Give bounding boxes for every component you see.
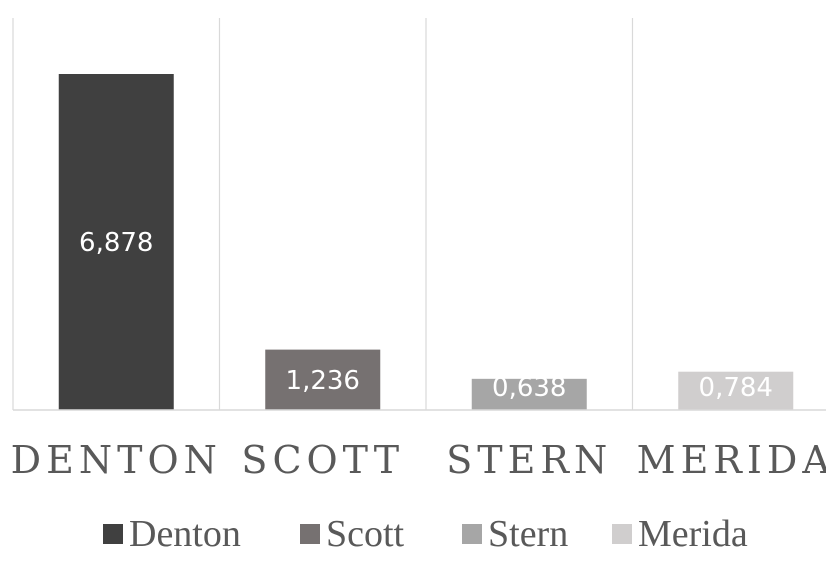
- legend-item-stern: Stern: [462, 513, 568, 555]
- category-label-stern: STERN: [446, 438, 612, 482]
- legend-swatch-scott: [300, 524, 320, 544]
- legend-label-denton: Denton: [129, 513, 241, 555]
- legend-item-scott: Scott: [300, 513, 405, 555]
- category-label-denton: DENTON: [11, 438, 222, 482]
- legend-item-denton: Denton: [103, 513, 241, 555]
- category-label-merida: MERIDA: [637, 438, 826, 482]
- legend-label-scott: Scott: [326, 513, 405, 555]
- legend: Denton Scott Stern Merida: [103, 513, 748, 555]
- legend-label-merida: Merida: [638, 513, 748, 555]
- legend-swatch-denton: [103, 524, 123, 544]
- legend-item-merida: Merida: [612, 513, 748, 555]
- data-label-merida: 0,784: [699, 373, 773, 403]
- bar-merida: [678, 371, 794, 410]
- legend-swatch-stern: [462, 524, 482, 544]
- bar-stern: [471, 378, 587, 410]
- data-label-scott: 1,236: [286, 366, 360, 396]
- data-label-stern: 0,638: [492, 373, 566, 403]
- bars: [58, 74, 794, 410]
- legend-swatch-merida: [612, 524, 632, 544]
- category-label-scott: SCOTT: [241, 438, 404, 482]
- data-labels: 6,878 1,236 0,638 0,784: [79, 228, 773, 403]
- category-labels: DENTON SCOTT STERN MERIDA: [11, 438, 826, 482]
- legend-label-stern: Stern: [488, 513, 568, 555]
- bar-denton: [58, 74, 174, 410]
- bar-scott: [265, 349, 381, 410]
- category-gridlines: [12, 18, 634, 410]
- data-label-denton: 6,878: [79, 228, 153, 258]
